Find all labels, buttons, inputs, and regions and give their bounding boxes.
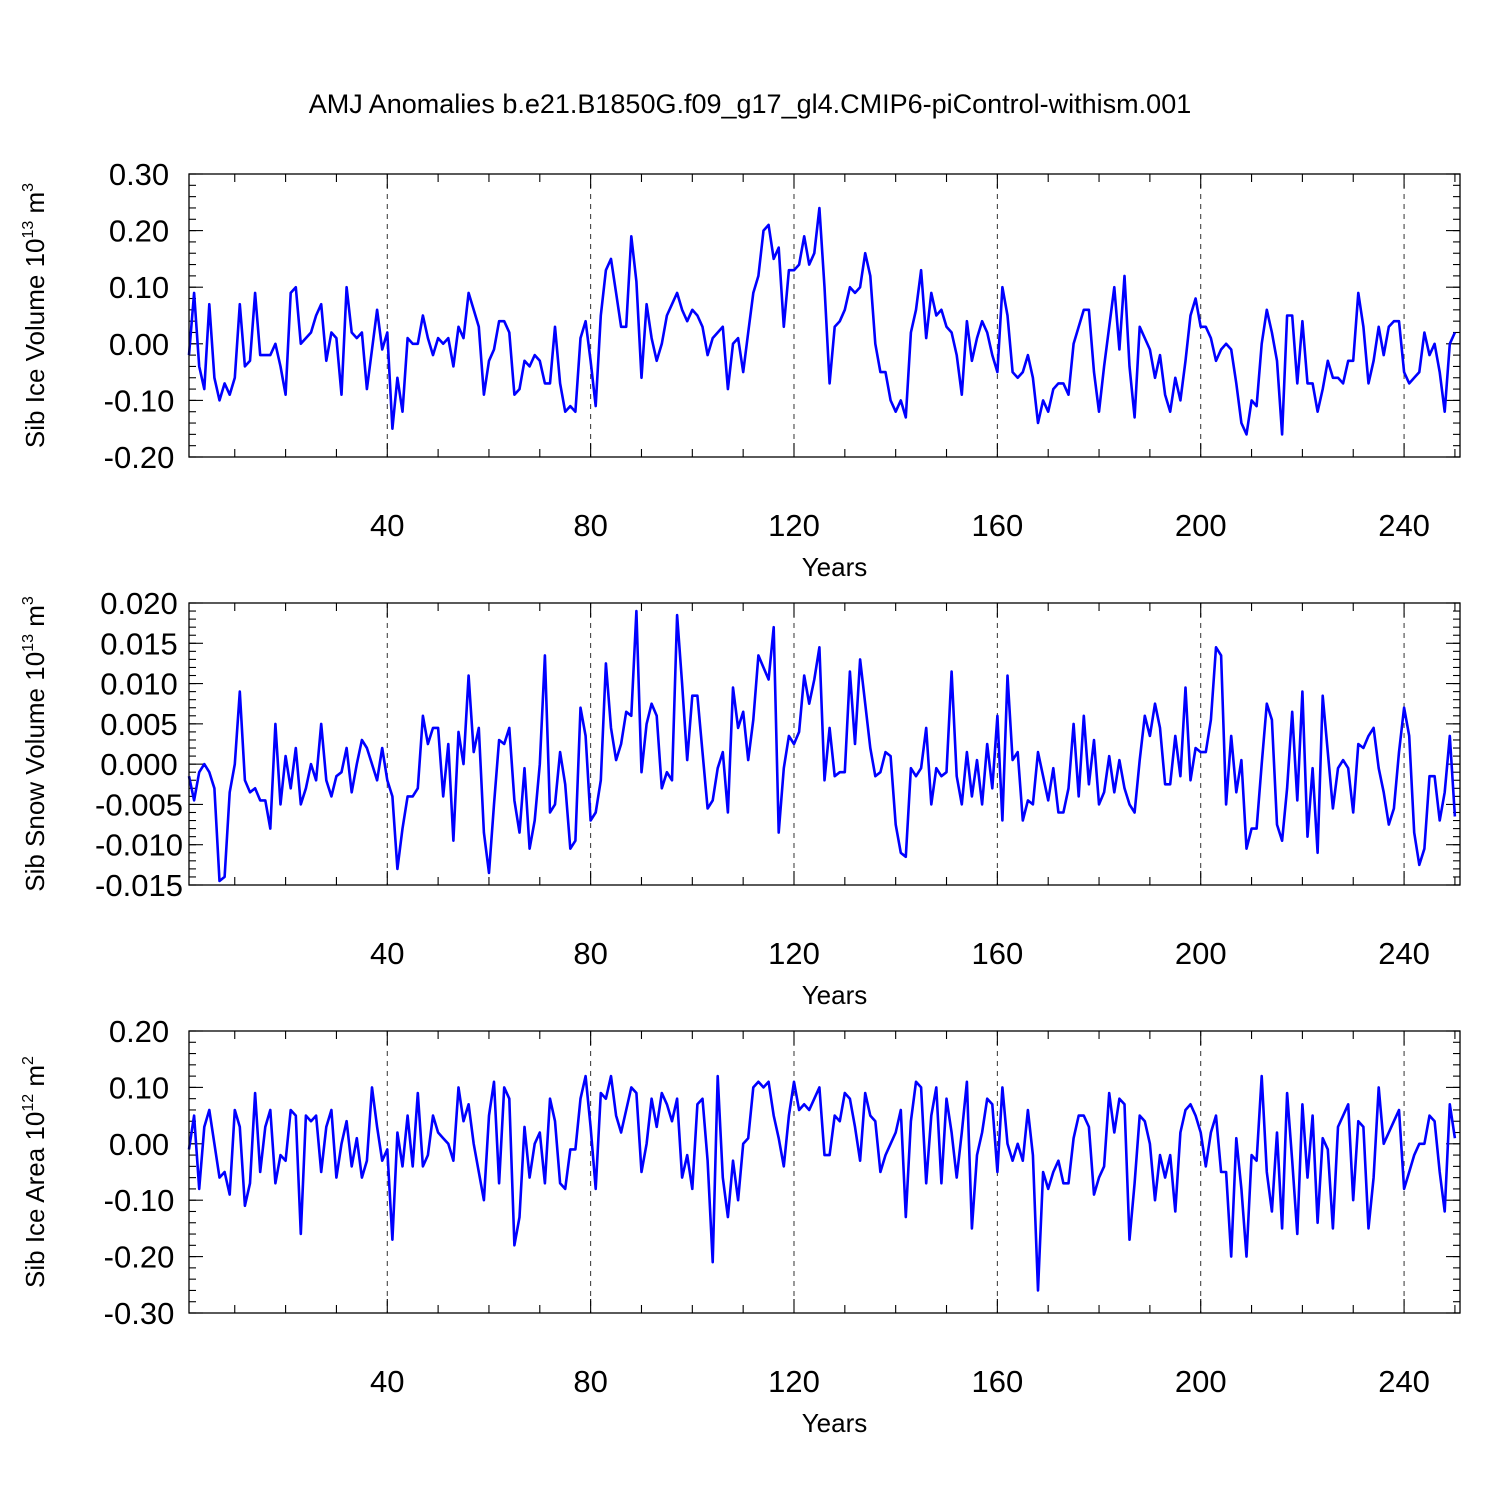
x-tick-label: 160 [971, 936, 1023, 971]
chart-panel-sib-ice-area: -0.30 -0.20 -0.10 0.00 0.10 0.20 40 80 120 160 200… [20, 1014, 1461, 1438]
chart-panel-sib-ice-volume: -0.20 -0.10 0.00 0.10 0.20 0.30 40 80 120 160 200 2… [20, 157, 1461, 582]
x-tick-label: 160 [971, 1364, 1023, 1399]
y-tick-label: 0.20 [109, 214, 169, 249]
series-line-sib-ice-volume [187, 206, 1457, 436]
y-axis-title: Sib Ice Area 1012 m2 [20, 1056, 50, 1288]
x-tick-label: 40 [370, 936, 404, 971]
x-tick-label: 120 [768, 936, 820, 971]
y-tick-label: -0.10 [104, 1183, 175, 1218]
x-tick-label: 200 [1175, 508, 1227, 543]
y-tick-label: -0.30 [104, 1296, 175, 1331]
x-tick-label: 80 [573, 1364, 607, 1399]
x-tick-label: 40 [370, 508, 404, 543]
y-tick-label: -0.20 [104, 1240, 175, 1275]
y-tick-label: 0.00 [109, 1127, 169, 1162]
x-tick-label: 80 [573, 936, 607, 971]
x-tick-label: 240 [1378, 1364, 1430, 1399]
y-tick-label: 0.20 [109, 1014, 169, 1049]
y-tick-label: 0.10 [109, 1070, 169, 1105]
x-axis-title: Years [802, 980, 868, 1010]
series-line-sib-ice-area [187, 1074, 1457, 1292]
y-tick-label: -0.015 [95, 868, 183, 903]
y-axis-title: Sib Snow Volume 1013 m3 [20, 596, 50, 892]
y-tick-label: 0.005 [100, 707, 178, 742]
plot-frame [188, 602, 1461, 886]
plot-frame [188, 173, 1461, 458]
y-tick-label: -0.010 [95, 828, 183, 863]
x-axis-title: Years [802, 1408, 868, 1438]
y-tick-label: 0.020 [100, 586, 178, 621]
x-tick-label: 200 [1175, 1364, 1227, 1399]
x-tick-label: 120 [768, 1364, 820, 1399]
x-tick-label: 160 [971, 508, 1023, 543]
series-line-sib-snow-volume [187, 609, 1457, 883]
y-tick-label: 0.000 [100, 747, 178, 782]
y-tick-label: 0.30 [109, 157, 169, 192]
x-tick-label: 120 [768, 508, 820, 543]
y-tick-label: -0.10 [104, 383, 175, 418]
x-axis-title: Years [802, 552, 868, 582]
y-tick-label: 0.010 [100, 667, 178, 702]
y-tick-label: 0.00 [109, 327, 169, 362]
x-tick-label: 200 [1175, 936, 1227, 971]
x-tick-label: 240 [1378, 508, 1430, 543]
y-axis-title: Sib Ice Volume 1013 m3 [20, 183, 50, 448]
x-tick-label: 80 [573, 508, 607, 543]
x-tick-label: 240 [1378, 936, 1430, 971]
y-tick-label: -0.20 [104, 440, 175, 475]
y-tick-label: 0.10 [109, 270, 169, 305]
chart-panels: -0.20 -0.10 0.00 0.10 0.20 0.30 40 80 120 160 200 2… [20, 157, 1461, 1438]
y-tick-label: 0.015 [100, 626, 178, 661]
chart-panel-sib-snow-volume: -0.015 -0.010 -0.005 0.000 0.005 0.010 0.015 0.… [20, 586, 1461, 1010]
figure-title: AMJ Anomalies b.e21.B1850G.f09_g17_gl4.C… [309, 89, 1191, 119]
x-tick-label: 40 [370, 1364, 404, 1399]
y-tick-label: -0.005 [95, 787, 183, 822]
plot-frame [188, 1030, 1461, 1314]
